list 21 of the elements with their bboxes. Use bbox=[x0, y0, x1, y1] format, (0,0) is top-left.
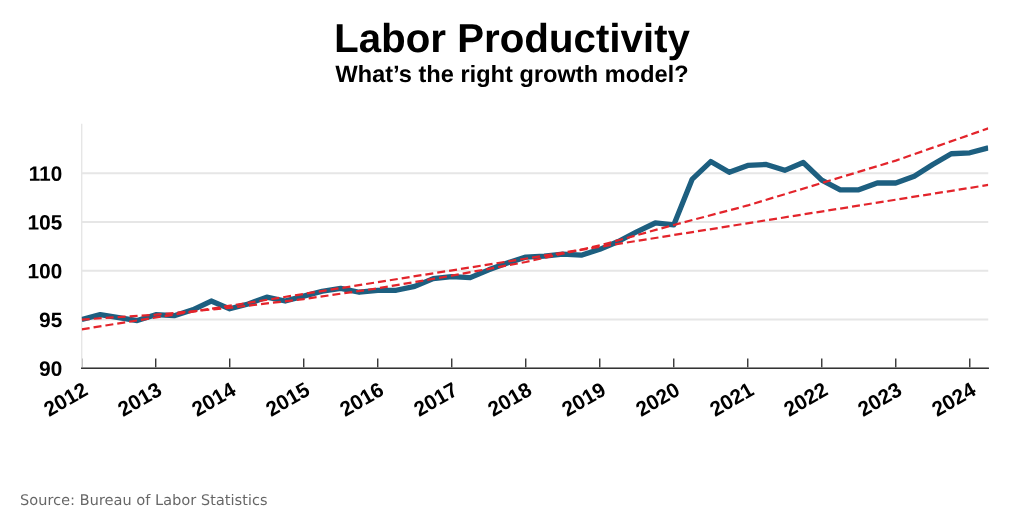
x-tick-label: 2014 bbox=[190, 381, 238, 417]
x-tick-label: 2012 bbox=[42, 381, 89, 417]
y-tick-label: 95 bbox=[39, 312, 62, 328]
x-tick-label: 2018 bbox=[486, 381, 533, 417]
x-tick-label: 2022 bbox=[782, 381, 829, 417]
chart-title: Labor Productivity bbox=[336, 22, 690, 61]
chart-subtitle: What’s the right growth model? bbox=[335, 64, 688, 87]
y-tick-label: 90 bbox=[39, 361, 62, 377]
y-tick-label: 100 bbox=[28, 263, 62, 279]
y-tick-label: 105 bbox=[28, 215, 62, 230]
source-note: Source: Bureau of Labor Statistics bbox=[20, 493, 267, 506]
x-tick-label: 2019 bbox=[560, 381, 607, 417]
x-tick-label: 2017 bbox=[412, 381, 459, 417]
y-tick-label: 110 bbox=[29, 166, 62, 182]
x-tick-label: 2015 bbox=[264, 381, 311, 417]
x-tick-label: 2023 bbox=[856, 381, 903, 417]
x-tick-label: 2021 bbox=[708, 381, 755, 417]
x-tick-label: 2020 bbox=[634, 381, 681, 417]
x-tick-label: 2016 bbox=[338, 381, 385, 417]
x-tick-label: 2013 bbox=[116, 381, 163, 417]
x-tick-label: 2024 bbox=[930, 381, 978, 417]
